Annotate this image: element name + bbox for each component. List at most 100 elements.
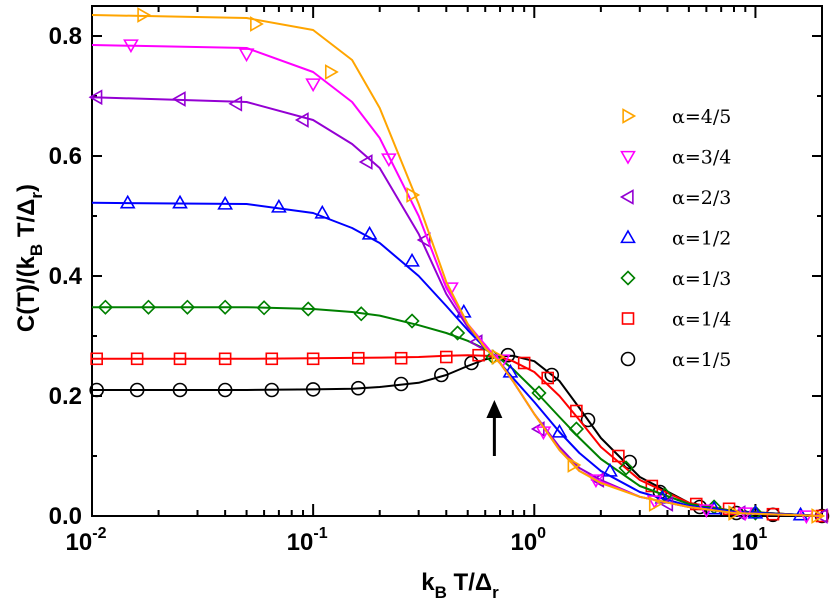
data-point xyxy=(324,64,339,80)
legend-label: α=1/3 xyxy=(672,268,731,290)
data-point xyxy=(404,313,420,329)
data-point xyxy=(464,355,479,371)
x-axis-title: kB T/Δr xyxy=(421,569,499,601)
series-triangle-right xyxy=(91,7,826,524)
data-point xyxy=(567,457,582,473)
data-point xyxy=(119,194,136,209)
data-point xyxy=(551,423,568,438)
series-line xyxy=(92,354,823,517)
data-point xyxy=(129,382,145,398)
plot-area: 0.00.20.40.60.810-2 10-1 100 101 xyxy=(49,5,823,556)
data-point xyxy=(544,367,560,383)
data-point xyxy=(238,48,255,63)
x-tick-label: 10-2 xyxy=(66,525,107,556)
data-point xyxy=(394,351,408,365)
data-point xyxy=(88,89,103,106)
plot-frame xyxy=(91,5,823,517)
data-point xyxy=(580,412,596,428)
data-point xyxy=(305,382,321,397)
legend-label: α=4/5 xyxy=(672,106,731,128)
series-square xyxy=(90,348,829,523)
y-tick-label: 0.0 xyxy=(49,503,82,530)
annotation-layer xyxy=(486,400,503,456)
data-point xyxy=(811,508,826,524)
data-point xyxy=(531,385,547,401)
data-point xyxy=(172,382,188,398)
data-point xyxy=(217,299,233,315)
data-point xyxy=(353,306,369,322)
x-tick-exponent: -1 xyxy=(313,525,327,542)
data-point xyxy=(404,252,420,267)
data-point xyxy=(90,352,103,366)
data-point xyxy=(228,95,243,112)
legend-label: α=1/2 xyxy=(672,228,731,250)
y-tick-label: 0.2 xyxy=(49,383,82,410)
data-point xyxy=(406,187,421,203)
data-point xyxy=(449,325,466,341)
data-point xyxy=(250,16,264,32)
data-point xyxy=(350,380,366,396)
data-point xyxy=(612,449,625,463)
data-point xyxy=(217,382,233,398)
data-point xyxy=(648,496,663,512)
data-point xyxy=(588,474,604,489)
data-point xyxy=(645,479,659,493)
data-point xyxy=(361,225,378,240)
data-point xyxy=(173,352,187,366)
data-point xyxy=(602,462,618,477)
series-layer xyxy=(88,7,830,525)
legend-marker xyxy=(620,270,636,286)
data-point xyxy=(137,7,152,23)
data-point xyxy=(439,350,453,364)
series-circle xyxy=(89,347,830,524)
data-point xyxy=(494,354,511,369)
data-point xyxy=(314,204,331,219)
x-tick-label: 101 xyxy=(732,525,768,556)
data-point xyxy=(351,351,365,365)
data-point xyxy=(300,301,316,317)
data-point xyxy=(568,421,585,437)
legend-label: α=2/3 xyxy=(672,187,731,209)
data-point xyxy=(443,282,459,297)
y-tick-label: 0.8 xyxy=(49,23,82,50)
legend-marker xyxy=(622,108,637,124)
data-point xyxy=(472,348,485,362)
data-point xyxy=(171,91,186,107)
data-point xyxy=(306,352,320,366)
data-point xyxy=(570,404,583,418)
data-point xyxy=(179,299,196,315)
data-point xyxy=(271,198,287,213)
data-point xyxy=(130,352,144,366)
data-point xyxy=(294,112,309,128)
x-tick-label: 10-1 xyxy=(287,525,328,556)
data-point xyxy=(798,510,815,525)
data-point xyxy=(792,506,809,521)
data-point xyxy=(217,195,234,210)
data-point xyxy=(416,232,431,248)
data-point xyxy=(434,367,449,383)
y-tick-label: 0.6 xyxy=(49,143,82,170)
x-tick-exponent: 0 xyxy=(537,525,546,542)
data-point xyxy=(491,349,506,365)
data-point xyxy=(123,39,139,54)
series-line xyxy=(91,14,823,517)
y-axis-title: C(T)/(kB T/Δr) xyxy=(13,184,46,332)
y-tick-label: 0.4 xyxy=(49,263,83,290)
annotation-arrow-head xyxy=(486,400,503,418)
x-tick-exponent: 1 xyxy=(758,525,767,542)
data-point xyxy=(256,300,272,316)
data-point xyxy=(618,460,634,476)
data-point xyxy=(541,371,555,385)
legend-label: α=1/5 xyxy=(672,349,731,371)
legend-marker xyxy=(620,351,636,367)
data-point xyxy=(517,356,531,370)
legend-marker xyxy=(621,312,635,325)
legend-label: α=1/4 xyxy=(672,309,731,331)
x-tick-exponent: -2 xyxy=(92,525,106,542)
legend-marker xyxy=(620,229,636,244)
data-point xyxy=(89,382,104,398)
series-diamond xyxy=(92,299,823,521)
legend-marker xyxy=(619,189,634,205)
data-point xyxy=(264,382,280,398)
